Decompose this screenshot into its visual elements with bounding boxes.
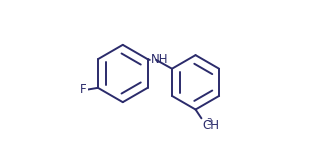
Text: NH: NH bbox=[151, 53, 168, 66]
Text: F: F bbox=[80, 83, 86, 96]
Text: CH: CH bbox=[202, 119, 219, 132]
Text: 3: 3 bbox=[206, 118, 212, 127]
